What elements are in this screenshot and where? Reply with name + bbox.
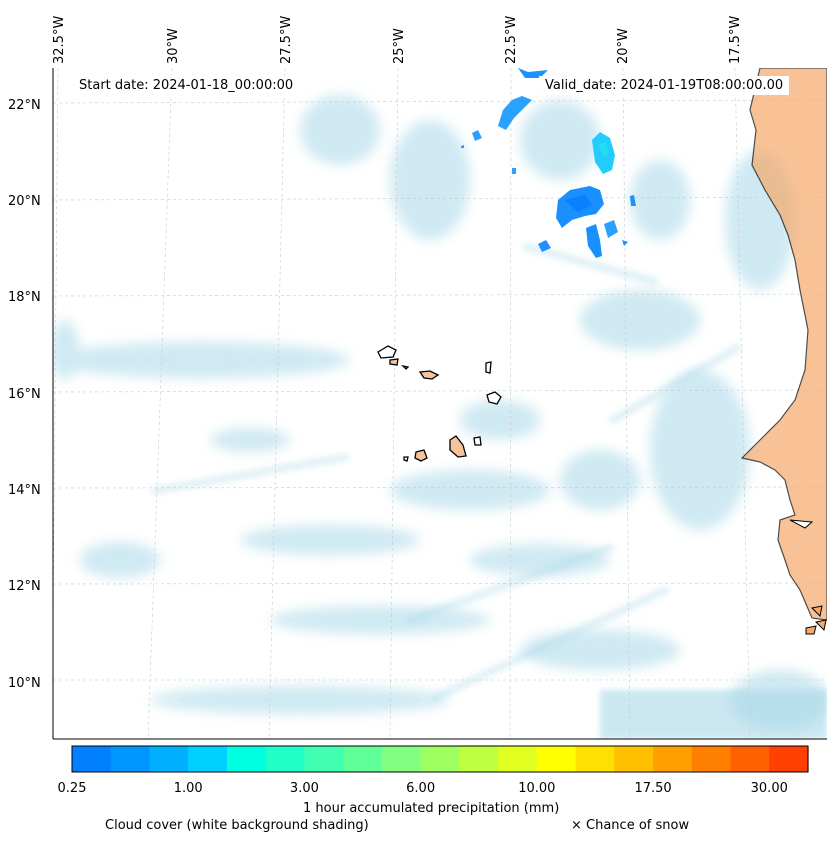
colorbar-swatch (459, 746, 499, 772)
colorbar-swatch (575, 746, 615, 772)
precipitation-cells (461, 68, 636, 258)
longitude-label: 30°W (166, 28, 181, 64)
longitude-label: 22.5°W (504, 15, 519, 64)
colorbar-swatch (188, 746, 228, 772)
colorbar-title: 1 hour accumulated precipitation (mm) (303, 801, 560, 816)
colorbar-swatch (498, 746, 538, 772)
latitude-label: 20°N (8, 194, 41, 209)
longitude-label: 20°W (616, 28, 631, 64)
cloud-cover-legend: Cloud cover (white background shading) (105, 818, 369, 833)
colorbar-tick-label: 30.00 (750, 781, 788, 796)
colorbar-swatch (381, 746, 422, 772)
colorbar-tick-label: 17.50 (634, 781, 672, 796)
colorbar-swatch (226, 746, 267, 772)
latitude-label: 14°N (8, 483, 41, 498)
latitude-label: 16°N (8, 387, 41, 402)
colorbar-swatch (149, 746, 189, 772)
colorbar-swatch (691, 746, 732, 772)
latitude-label: 18°N (8, 290, 41, 305)
colorbar-tick-label: 6.00 (406, 781, 436, 796)
latitude-label: 10°N (8, 676, 41, 691)
cloud-cover-band (600, 690, 827, 739)
valid-date-label: Valid_date: 2024-01-19T08:00:00.00 (539, 76, 790, 95)
colorbar-swatch (343, 746, 383, 772)
bijagos-islands (805, 605, 827, 635)
colorbar-tick-label: 3.00 (289, 781, 319, 796)
colorbar-tick-label: 10.00 (518, 781, 556, 796)
longitude-label: 32.5°W (52, 15, 67, 64)
colorbar-swatch (110, 746, 151, 772)
colorbar-swatch (536, 746, 577, 772)
longitude-label: 27.5°W (279, 15, 294, 64)
colorbar-outline (71, 745, 809, 773)
latitude-label: 22°N (8, 98, 41, 113)
colorbar-swatch (304, 746, 344, 772)
start-date-label: Start date: 2024-01-18_00:00:00 (73, 76, 300, 95)
colorbar-tick-label: 0.25 (57, 781, 87, 796)
colorbar-swatch (420, 746, 460, 772)
map-content (53, 68, 827, 739)
colorbar-tick-label: 1.00 (173, 781, 203, 796)
longitude-label: 17.5°W (728, 15, 743, 64)
colorbar-swatch (730, 746, 770, 772)
colorbar-swatch (265, 746, 306, 772)
colorbar-swatch (769, 746, 809, 772)
latitude-label: 12°N (8, 579, 41, 594)
cape-verde-islands (377, 345, 502, 462)
africa-land (740, 68, 827, 621)
coast-inlet (789, 519, 814, 529)
colorbar-swatch (653, 746, 693, 772)
precipitation-colorbar (72, 746, 809, 772)
graticule (53, 68, 827, 739)
snow-legend: × Chance of snow (571, 818, 690, 833)
colorbar-swatch (72, 746, 112, 772)
longitude-label: 25°W (392, 28, 407, 64)
colorbar-swatch (614, 746, 654, 772)
